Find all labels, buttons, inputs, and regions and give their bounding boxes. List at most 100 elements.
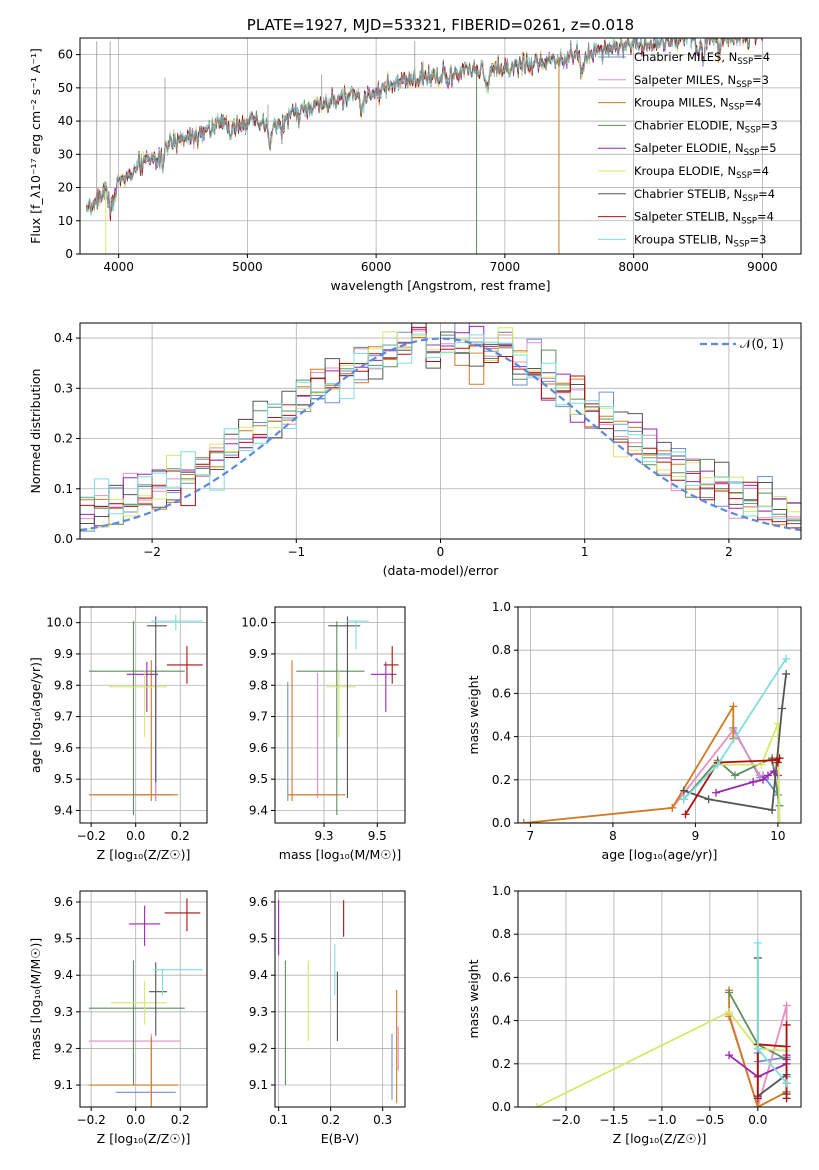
mass-weight-marker xyxy=(725,1007,734,1016)
errorbar-point xyxy=(296,621,365,816)
weight_vs_z-xtick-label: −2.0 xyxy=(551,1113,580,1127)
residuals-ytick-label: 0.1 xyxy=(54,482,73,496)
mass-weight-marker xyxy=(668,803,677,812)
errorbar-point xyxy=(347,620,369,650)
mass_vs_ebv-frame xyxy=(274,890,406,1108)
mass-weight-marker xyxy=(753,1044,762,1053)
mass-weight-marker xyxy=(782,1079,791,1088)
spectrum-title: PLATE=1927, MJD=53321, FIBERID=0261, z=0… xyxy=(247,16,634,34)
mass-weight-marker xyxy=(704,795,713,804)
spectrum-xtick-label: 8000 xyxy=(618,260,649,274)
mass_vs_z-ytick-label: 9.6 xyxy=(54,895,73,909)
errorbar-point xyxy=(166,646,203,684)
legend-subscript: SSP xyxy=(734,239,750,249)
age_vs_mass-frame xyxy=(274,606,406,824)
errorbar-point xyxy=(88,621,185,816)
errorbar-point xyxy=(108,671,167,737)
mass_vs_ebv-plot xyxy=(278,900,399,1104)
errorbar-point xyxy=(164,898,201,932)
age_vs_mass-ytick-label: 9.5 xyxy=(249,772,268,786)
residuals-xtick-label: 1 xyxy=(581,545,589,559)
mass_vs_z-frame xyxy=(79,890,208,1108)
age_vs_mass-xtick-label: 9.5 xyxy=(368,829,387,843)
age_vs_z-ytick-label: 9.9 xyxy=(54,647,73,661)
mass-weight-line xyxy=(715,770,779,794)
mass-weight-marker xyxy=(749,777,758,786)
weight_vs_age-ytick-label: 0.6 xyxy=(492,686,511,700)
spectrum-frame xyxy=(79,37,802,255)
legend-entry: Chabrier STELIB, NSSP=4 xyxy=(634,187,775,204)
age_vs_mass-ytick-label: 9.9 xyxy=(249,647,268,661)
residuals-ytick-label: 0.0 xyxy=(54,532,73,546)
mass_vs_ebv-axes: 0.1 0.2 0.3 9.1 9.2 9.3 9.4 9.5 9.6 E(B-V) xyxy=(249,890,406,1146)
weight_vs_age-ytick-label: 0.4 xyxy=(492,730,511,744)
mass-weight-marker xyxy=(782,1042,791,1051)
mass-weight-marker xyxy=(782,1094,791,1103)
legend-entry: Chabrier ELODIE, NSSP=3 xyxy=(634,118,778,135)
mass-weight-marker xyxy=(768,806,777,815)
spectrum-xtick-label: 6000 xyxy=(361,260,392,274)
residuals-ytick-label: 0.4 xyxy=(54,331,73,345)
age_vs_mass-ytick-label: 9.4 xyxy=(249,803,268,817)
weight_vs_z-ytick-label: 0.2 xyxy=(492,1057,511,1071)
age_vs_z-grid xyxy=(80,607,207,823)
legend-count: =3 xyxy=(749,232,766,246)
weight_vs_age-ytick-label: 0.2 xyxy=(492,773,511,787)
age_vs_z-ytick-label: 9.8 xyxy=(54,678,73,692)
mass-weight-marker xyxy=(713,760,722,769)
spectrum-ytick-label: 0 xyxy=(65,247,73,261)
errorbar-point xyxy=(129,905,161,946)
age_vs_z-frame xyxy=(79,606,208,824)
legend-count: =4 xyxy=(758,187,775,201)
mass-weight-line xyxy=(684,756,781,815)
mass-weight-marker xyxy=(773,758,782,767)
weight_vs_age-xlabel: age [log₁₀(age/yr)] xyxy=(602,847,718,862)
mass-weight-line xyxy=(716,723,781,823)
age_vs_z-xlabel: Z [log₁₀(Z/Z☉)] xyxy=(97,847,191,862)
spectrum-xlabel: wavelength [Angstrom, rest frame] xyxy=(330,278,550,293)
age_vs_mass-grid xyxy=(275,607,405,823)
residuals-xtick-label: −2 xyxy=(143,545,161,559)
spectrum-xtick-label: 7000 xyxy=(490,260,521,274)
errorbar-point xyxy=(153,969,203,996)
mass-weight-marker xyxy=(782,1001,791,1010)
age_vs_z-ytick-label: 9.7 xyxy=(54,710,73,724)
legend-subscript: SSP xyxy=(745,125,761,135)
mass-weight-marker xyxy=(725,1051,734,1060)
weight_vs_age-xtick-label: 9 xyxy=(692,829,700,843)
weight_vs_z-ylabel: mass weight xyxy=(466,959,481,1038)
mass-weight-marker xyxy=(782,1020,791,1029)
mass_vs_z-ylabel: mass [log₁₀(M/M☉)] xyxy=(28,938,43,1060)
spectrum-ylabel: Flux [f_λ10⁻¹⁷ erg cm⁻² s⁻¹ A⁻¹] xyxy=(28,48,43,244)
residuals-axes: −2 −1 0 1 2 0.0 0.1 0.2 0.3 0.4 (data-model)/error… xyxy=(28,322,802,578)
errorbar-point xyxy=(326,671,356,737)
mass-weight-marker xyxy=(753,1103,762,1107)
residuals-frame xyxy=(79,322,802,540)
weight_vs_age-xtick-label: 7 xyxy=(527,829,535,843)
mass_vs_z-xtick-label: 0.2 xyxy=(171,1113,190,1127)
weight_vs_age-ytick-label: 1.0 xyxy=(492,600,511,614)
mass-weight-marker xyxy=(775,819,784,823)
residuals-ytick-label: 0.2 xyxy=(54,432,73,446)
legend-subscript: SSP xyxy=(729,103,745,113)
mass-weight-marker xyxy=(730,771,739,780)
weight_vs_age-xtick-label: 8 xyxy=(609,829,617,843)
errorbar-point xyxy=(287,660,346,802)
errorbar-point xyxy=(328,616,361,798)
mass-weight-marker xyxy=(753,1094,762,1103)
weight_vs_age-axes: 7 8 9 10 0.0 0.2 0.4 0.6 0.8 1.0 age [log₁₀(age/yr… xyxy=(466,600,802,862)
legend-subscript: SSP xyxy=(736,80,752,90)
mass_vs_z-plot xyxy=(88,898,203,1107)
legend-count: =3 xyxy=(752,73,769,87)
age_vs_mass-xtick-label: 9.3 xyxy=(314,829,333,843)
mass-weight-marker xyxy=(533,1103,542,1107)
weight_vs_z-xtick-label: 0.0 xyxy=(748,1113,767,1127)
weight_vs_age-xtick-label: 10 xyxy=(770,829,785,843)
spectrum-xtick-label: 4000 xyxy=(103,260,134,274)
legend-count: =3 xyxy=(761,118,778,132)
legend-entry: Chabrier MILES, NSSP=4 xyxy=(634,50,770,67)
weight_vs_z-ytick-label: 0.6 xyxy=(492,970,511,984)
mass_vs_z-xtick-label: 0.0 xyxy=(126,1113,145,1127)
weight_vs_z-xlabel: Z [log₁₀(Z/Z☉)] xyxy=(613,1131,707,1146)
age_vs_z-ytick-label: 10.0 xyxy=(46,616,73,630)
